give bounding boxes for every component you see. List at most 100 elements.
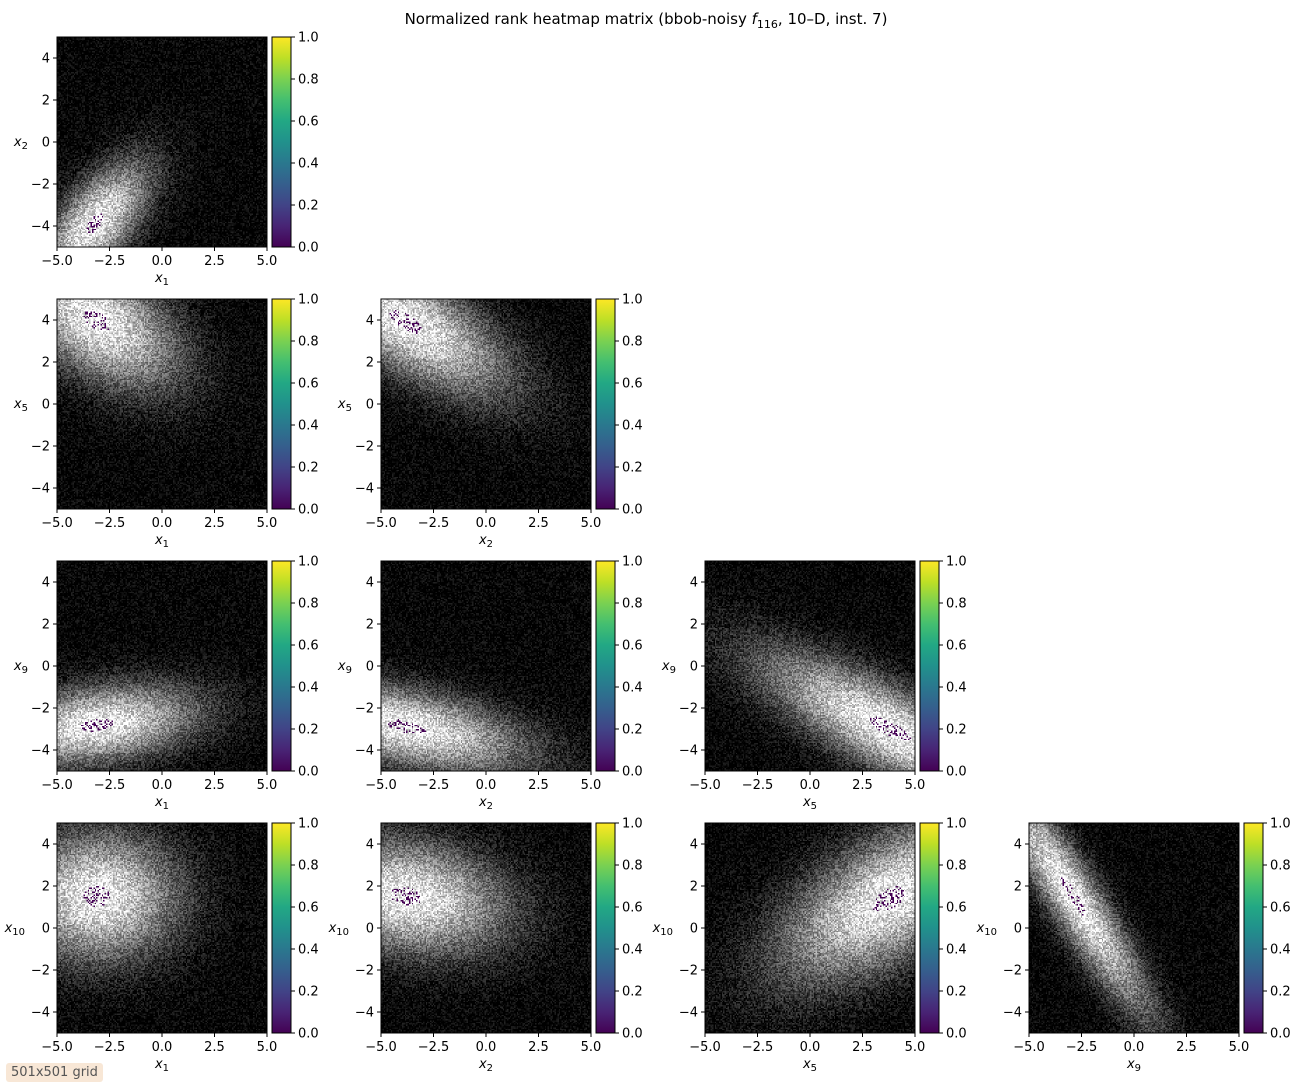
colorbar-tick-label: 0.4 <box>946 681 967 696</box>
y-axis-var: x <box>4 921 13 936</box>
y-axis-var: x <box>976 921 985 936</box>
x-tick-label: 5.0 <box>905 1040 926 1055</box>
x-tick-label: 0.0 <box>800 1040 821 1055</box>
y-tick-label: 2 <box>42 618 50 633</box>
y-axis-label: x5 <box>13 397 28 414</box>
colorbar-tick-label: 0.2 <box>946 723 967 738</box>
colorbar-tick-label: 1.0 <box>622 293 643 308</box>
colorbar-tick-label: 1.0 <box>298 31 319 46</box>
y-tick-label: 0 <box>42 660 50 675</box>
colorbar-tick-label: 0.4 <box>622 943 643 958</box>
y-axis-var: x <box>661 659 670 674</box>
x-axis-sub: 1 <box>163 801 169 812</box>
y-tick-label: 4 <box>42 838 50 853</box>
heatmap-image <box>57 299 267 509</box>
x-axis-sub: 1 <box>163 277 169 288</box>
y-tick-label: 0 <box>42 922 50 937</box>
x-tick-label: −5.0 <box>365 516 397 531</box>
x-axis-sub: 2 <box>487 801 493 812</box>
colorbar <box>271 822 292 1034</box>
y-axis-var: x <box>328 921 337 936</box>
x-tick-label: −2.5 <box>94 1040 126 1055</box>
x-tick-label: 2.5 <box>204 1040 225 1055</box>
y-tick-label: −2 <box>1003 964 1022 979</box>
x-axis-label: x1 <box>154 795 169 812</box>
heatmap-image <box>705 561 915 771</box>
title-f: f <box>752 10 760 28</box>
x-axis-var: x <box>154 1057 163 1072</box>
colorbar <box>595 822 616 1034</box>
panel-x5-x9: −5.0 −2.5 0.0 2.5 5.0−4−2024x5x90.00.20.40.6… <box>661 555 967 813</box>
y-tick-label: 2 <box>1014 880 1022 895</box>
y-tick-label: −4 <box>31 482 50 497</box>
x-tick-label: −5.0 <box>1013 1040 1045 1055</box>
heatmap-image <box>1029 823 1239 1033</box>
colorbar-tick-label: 0.0 <box>298 503 319 518</box>
x-tick-label: −5.0 <box>365 1040 397 1055</box>
colorbar-tick-label: 0.4 <box>622 681 643 696</box>
x-tick-label: 5.0 <box>257 254 278 269</box>
x-tick-label: −2.5 <box>1066 1040 1098 1055</box>
y-tick-label: −2 <box>31 440 50 455</box>
heatmap-image <box>57 561 267 771</box>
y-tick-label: 4 <box>690 838 698 853</box>
y-tick-label: 0 <box>366 660 374 675</box>
colorbar-tick-label: 0.4 <box>298 681 319 696</box>
panel-x1-x2: −5.0 −2.5 0.0 2.5 5.0−4−2024x1x20.00.20.40.6… <box>13 31 319 289</box>
x-axis-var: x <box>154 271 163 286</box>
colorbar-tick-label: 0.0 <box>946 765 967 780</box>
colorbar-tick-label: 0.0 <box>622 1027 643 1042</box>
grid-size-badge: 501x501 grid <box>6 1063 103 1082</box>
x-tick-label: 0.0 <box>152 254 173 269</box>
x-axis-label: x1 <box>154 533 169 550</box>
colorbar-tick-label: 0.6 <box>298 901 319 916</box>
heatmap-image <box>381 823 591 1033</box>
title-f-sub: 116 <box>757 18 778 31</box>
x-tick-label: 2.5 <box>852 778 873 793</box>
colorbar-tick-label: 0.2 <box>298 985 319 1000</box>
colorbar-tick-label: 1.0 <box>946 555 967 570</box>
x-axis-sub: 2 <box>487 1063 493 1074</box>
y-tick-label: −2 <box>355 702 374 717</box>
panel-x1-x10: −5.0 −2.5 0.0 2.5 5.0−4−2024x1x100.00.20.40.… <box>4 817 319 1075</box>
colorbar-tick-label: 0.8 <box>946 597 967 612</box>
y-tick-label: 2 <box>42 356 50 371</box>
x-tick-label: −5.0 <box>689 778 721 793</box>
x-axis-sub: 2 <box>487 539 493 550</box>
y-tick-label: 4 <box>366 576 374 591</box>
y-tick-label: −2 <box>679 702 698 717</box>
y-axis-label: x9 <box>337 659 352 676</box>
x-tick-label: 2.5 <box>528 778 549 793</box>
y-axis-label: x9 <box>13 659 28 676</box>
colorbar-tick-label: 0.4 <box>298 419 319 434</box>
y-tick-label: 0 <box>42 136 50 151</box>
y-tick-label: 4 <box>1014 838 1022 853</box>
heatmap-image <box>705 823 915 1033</box>
colorbar-tick-label: 0.6 <box>298 377 319 392</box>
x-tick-label: −2.5 <box>94 254 126 269</box>
y-tick-label: −2 <box>355 964 374 979</box>
panel-x9-x10: −5.0 −2.5 0.0 2.5 5.0−4−2024x9x100.00.20.40.… <box>976 817 1291 1075</box>
x-tick-label: 0.0 <box>476 1040 497 1055</box>
colorbar-tick-label: 1.0 <box>298 817 319 832</box>
colorbar-tick-label: 0.8 <box>622 859 643 874</box>
colorbar-tick-label: 0.0 <box>622 765 643 780</box>
y-tick-label: −2 <box>355 440 374 455</box>
colorbar-tick-label: 0.2 <box>622 461 643 476</box>
colorbar-tick-label: 0.6 <box>298 639 319 654</box>
x-axis-label: x9 <box>1126 1057 1141 1074</box>
colorbar-tick-label: 1.0 <box>622 555 643 570</box>
x-tick-label: 0.0 <box>152 1040 173 1055</box>
y-axis-sub: 9 <box>670 665 676 676</box>
x-axis-label: x2 <box>478 533 493 550</box>
colorbar-tick-label: 1.0 <box>946 817 967 832</box>
y-tick-label: 0 <box>690 922 698 937</box>
colorbar <box>595 298 616 510</box>
x-axis-sub: 5 <box>811 801 817 812</box>
y-tick-label: −4 <box>355 1006 374 1021</box>
colorbar-tick-label: 0.2 <box>298 199 319 214</box>
title-prefix: Normalized rank heatmap matrix (bbob-noi… <box>405 10 752 28</box>
y-tick-label: 2 <box>42 880 50 895</box>
y-tick-label: 4 <box>42 576 50 591</box>
